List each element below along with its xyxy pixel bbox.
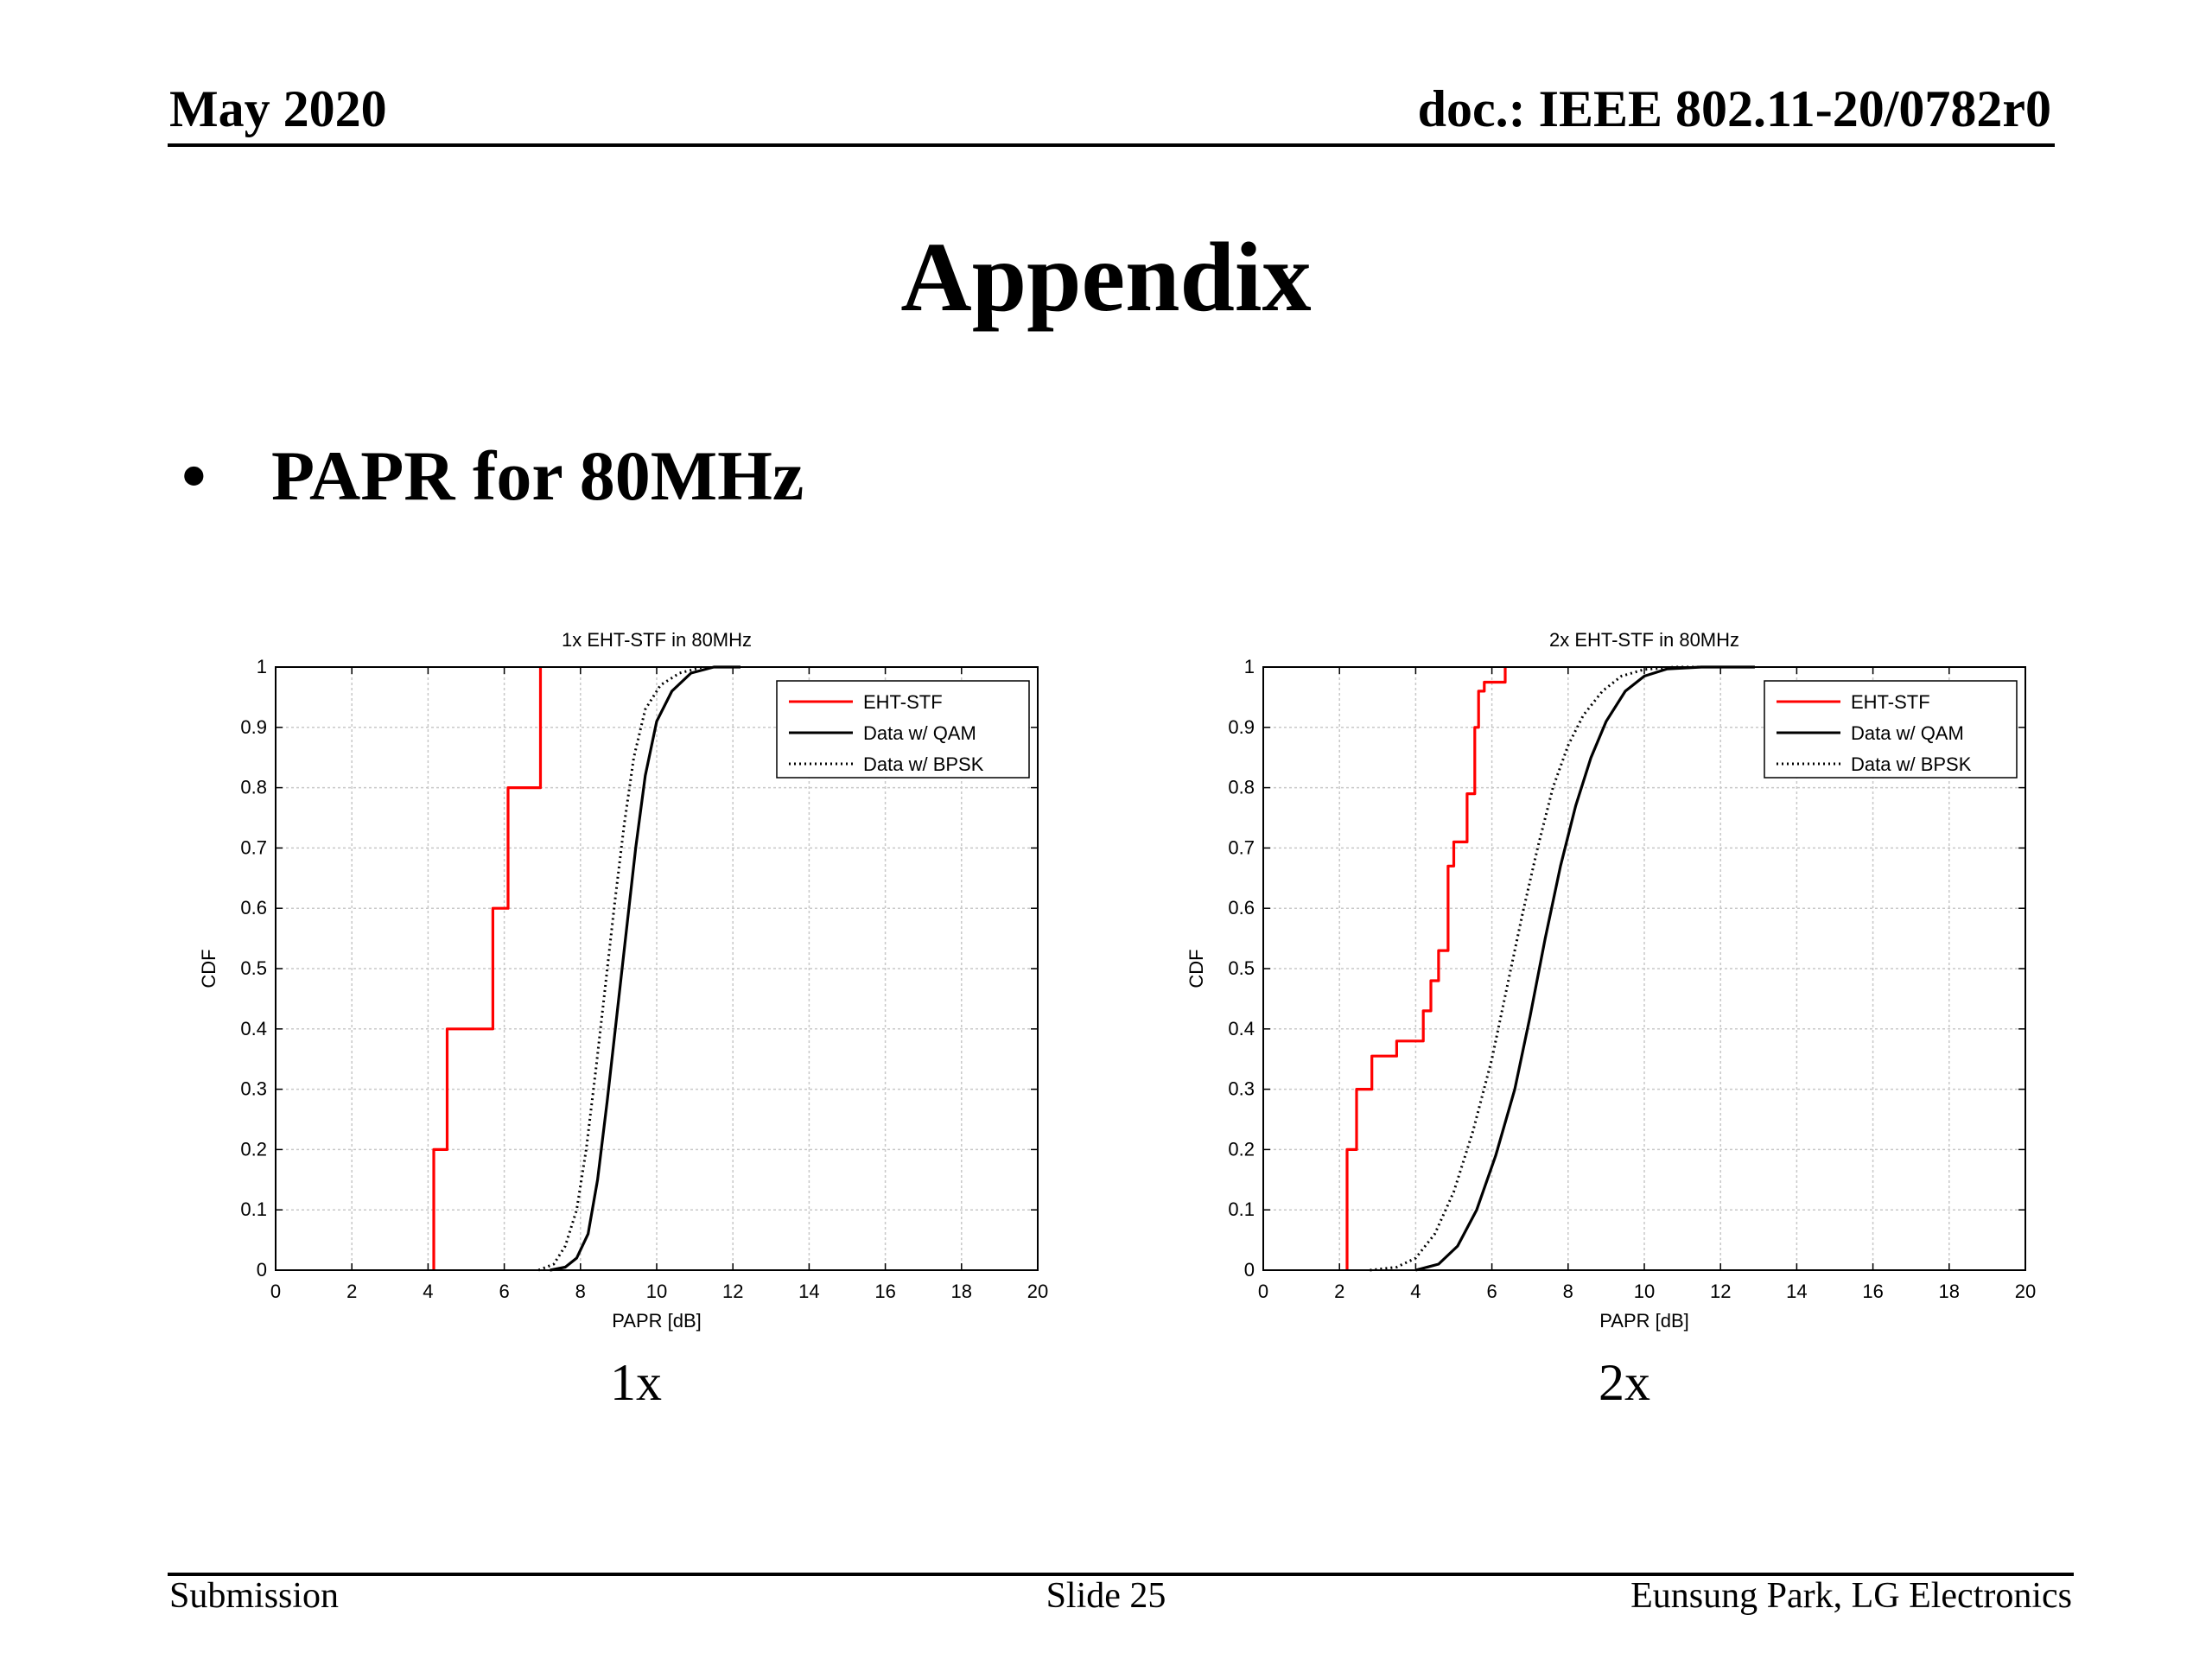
chart-1x-ytick-label: 0.4 xyxy=(240,1018,267,1039)
chart-1x-ytick-label: 0 xyxy=(257,1259,267,1281)
bullet-marker: • xyxy=(181,436,207,515)
chart-2x-ytick-label: 0.7 xyxy=(1228,836,1255,858)
footer-rule xyxy=(168,1573,2074,1576)
chart-2x-ytick-label: 0.3 xyxy=(1228,1078,1255,1100)
chart-2x-ytick-label: 1 xyxy=(1244,656,1255,677)
footer-slide-number: Slide 25 xyxy=(1046,1576,1166,1616)
chart-1x-legend-label: Data w/ BPSK xyxy=(863,753,984,775)
chart-1x-ytick-label: 0.6 xyxy=(240,897,267,918)
chart-2x-xlabel: PAPR [dB] xyxy=(1599,1310,1689,1332)
header-date: May 2020 xyxy=(169,80,387,137)
chart-1x-xtick-label: 4 xyxy=(423,1281,433,1302)
chart-2x-title: 2x EHT-STF in 80MHz xyxy=(1549,629,1739,651)
caption-1x: 1x xyxy=(610,1354,662,1411)
chart-2x-xtick-label: 8 xyxy=(1563,1281,1573,1302)
chart-2x-xtick-label: 20 xyxy=(2015,1281,2036,1302)
chart-2x-series-data-w-bpsk xyxy=(1370,665,1713,1272)
chart-1x-xtick-label: 2 xyxy=(346,1281,357,1302)
bullet-text: PAPR for 80MHz xyxy=(271,436,804,515)
chart-2x-legend: EHT-STF Data w/ QAM Data w/ BPSK xyxy=(1764,680,2018,779)
header-doc-id: doc.: IEEE 802.11-20/0782r0 xyxy=(1417,80,2051,137)
chart-2x-ytick-label: 0.1 xyxy=(1228,1198,1255,1220)
chart-1x-xtick-label: 18 xyxy=(951,1281,972,1302)
chart-1x-ytick-label: 0.5 xyxy=(240,957,267,979)
chart-2x-xtick-label: 14 xyxy=(1786,1281,1807,1302)
chart-2x-legend-box xyxy=(1764,680,2018,779)
chart-1x-xtick-label: 8 xyxy=(575,1281,586,1302)
chart-1x-ytick-label: 0.9 xyxy=(240,716,267,738)
chart-1x-ytick-label: 0.1 xyxy=(240,1198,267,1220)
chart-2x-xtick-label: 0 xyxy=(1258,1281,1268,1302)
chart-1x-xtick-label: 10 xyxy=(646,1281,667,1302)
chart-2x-xtick-label: 12 xyxy=(1710,1281,1731,1302)
chart-1x-xtick-label: 14 xyxy=(798,1281,819,1302)
chart-2x: 2x EHT-STF in 80MHz 0 2 4 6 8 10 12 14 16 18 20 0 0.1… xyxy=(1152,622,2102,1348)
chart-2x-ytick-label: 0.5 xyxy=(1228,957,1255,979)
footer-submission: Submission xyxy=(169,1576,340,1616)
caption-2x: 2x xyxy=(1599,1354,1650,1411)
chart-1x-series-eht-stf xyxy=(432,667,543,1270)
chart-2x-xtick-label: 2 xyxy=(1334,1281,1344,1302)
chart-2x-legend-label: Data w/ BPSK xyxy=(1851,753,1972,775)
chart-2x-plot-frame xyxy=(1262,666,2026,1271)
chart-1x-xtick-label: 20 xyxy=(1027,1281,1048,1302)
chart-2x-legend-label: Data w/ QAM xyxy=(1851,722,1964,744)
footer-author: Eunsung Park, LG Electronics xyxy=(1630,1576,2072,1616)
chart-2x-ytick-label: 0 xyxy=(1244,1259,1255,1281)
chart-1x-plot-frame xyxy=(275,666,1039,1271)
chart-1x-xtick-label: 6 xyxy=(499,1281,509,1302)
chart-1x-xtick-label: 16 xyxy=(874,1281,895,1302)
chart-1x-legend-box xyxy=(776,680,1030,779)
chart-1x: 1x EHT-STF in 80MHz 0 2 4 6 8 10 12 14 16 18 20 0 0.1… xyxy=(164,622,1115,1348)
chart-1x-ytick-label: 0.3 xyxy=(240,1078,267,1100)
header-rule xyxy=(168,143,2055,147)
chart-2x-series-eht-stf xyxy=(1345,667,1507,1270)
chart-1x-ytick-label: 0.8 xyxy=(240,777,267,798)
chart-2x-xtick-label: 10 xyxy=(1634,1281,1655,1302)
chart-2x-ytick-label: 0.6 xyxy=(1228,897,1255,918)
chart-1x-xtick-label: 0 xyxy=(270,1281,281,1302)
slide-title: Appendix xyxy=(900,222,1312,332)
chart-2x-ytick-label: 0.9 xyxy=(1228,716,1255,738)
chart-2x-ytick-label: 0.2 xyxy=(1228,1138,1255,1160)
chart-2x-svg: 2x EHT-STF in 80MHz 0 2 4 6 8 10 12 14 16 18 20 0 0.1… xyxy=(1185,629,2036,1332)
chart-2x-xtick-label: 4 xyxy=(1410,1281,1421,1302)
chart-2x-legend-label: EHT-STF xyxy=(1851,691,1930,713)
chart-1x-xlabel: PAPR [dB] xyxy=(612,1310,702,1332)
chart-1x-legend: EHT-STF Data w/ QAM Data w/ BPSK xyxy=(776,680,1030,779)
chart-1x-ytick-label: 1 xyxy=(257,656,267,677)
chart-1x-ytick-label: 0.2 xyxy=(240,1138,267,1160)
chart-1x-ylabel: CDF xyxy=(198,949,219,988)
chart-1x-svg: 1x EHT-STF in 80MHz 0 2 4 6 8 10 12 14 16 18 20 0 0.1… xyxy=(198,629,1048,1332)
chart-2x-ytick-label: 0.4 xyxy=(1228,1018,1255,1039)
chart-2x-ylabel: CDF xyxy=(1185,949,1207,988)
chart-2x-series-data-w-qam xyxy=(1414,665,1755,1272)
chart-2x-xtick-label: 6 xyxy=(1486,1281,1497,1302)
chart-1x-title: 1x EHT-STF in 80MHz xyxy=(562,629,752,651)
chart-2x-xtick-label: 18 xyxy=(1939,1281,1960,1302)
chart-2x-ytick-label: 0.8 xyxy=(1228,777,1255,798)
chart-1x-legend-label: Data w/ QAM xyxy=(863,722,976,744)
chart-1x-series-data-w-qam xyxy=(550,665,741,1272)
chart-1x-series-data-w-bpsk xyxy=(537,665,703,1272)
bullet-item: • PAPR for 80MHz xyxy=(181,441,804,512)
chart-1x-legend-label: EHT-STF xyxy=(863,691,943,713)
chart-1x-xtick-label: 12 xyxy=(722,1281,743,1302)
chart-2x-xtick-label: 16 xyxy=(1862,1281,1883,1302)
chart-1x-ytick-label: 0.7 xyxy=(240,836,267,858)
